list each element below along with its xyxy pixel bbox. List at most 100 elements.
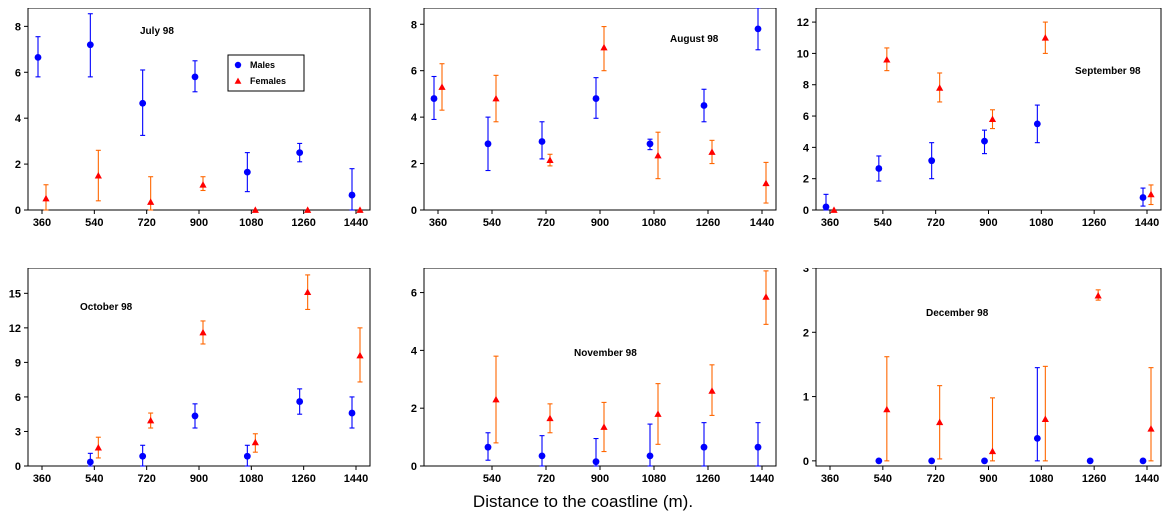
male-marker xyxy=(430,95,438,102)
male-marker xyxy=(875,457,883,465)
x-tick-label: 1260 xyxy=(291,217,315,229)
y-tick-label: 8 xyxy=(15,21,21,33)
male-marker xyxy=(754,25,762,33)
y-tick-label: 15 xyxy=(9,288,21,300)
y-tick-label: 12 xyxy=(9,323,21,335)
male-marker xyxy=(1139,457,1147,465)
female-marker xyxy=(654,410,662,417)
male-marker xyxy=(754,443,762,451)
female-marker xyxy=(1041,34,1049,41)
male-marker xyxy=(875,165,883,172)
male-marker xyxy=(538,452,546,460)
female-marker xyxy=(251,206,259,213)
female-marker xyxy=(830,206,838,213)
x-tick-label: 1440 xyxy=(1135,473,1159,485)
legend-box xyxy=(227,54,305,92)
female-marker xyxy=(988,447,997,455)
y-tick-label: 3 xyxy=(15,426,21,438)
male-marker xyxy=(646,140,654,148)
female-marker xyxy=(492,94,500,102)
female-marker xyxy=(546,156,554,163)
male-marker xyxy=(538,138,546,145)
chart-title: November 98 xyxy=(574,348,637,359)
female-marker xyxy=(304,288,312,296)
male-marker xyxy=(700,443,708,451)
male-marker xyxy=(484,443,492,451)
male-marker xyxy=(981,137,988,145)
x-tick-label: 360 xyxy=(33,217,51,229)
x-tick-label: 1080 xyxy=(642,473,666,485)
male-marker xyxy=(86,41,94,49)
female-marker xyxy=(438,83,446,90)
chart-title: December 98 xyxy=(926,308,989,319)
female-marker xyxy=(1041,415,1049,422)
female-marker xyxy=(356,351,364,359)
chart-panel-october: 0 3 6 9 12 15 360 540 720 900 1080 1260 1440 October … xyxy=(9,268,371,485)
male-marker xyxy=(348,191,356,199)
x-tick-label: 1080 xyxy=(642,217,666,229)
y-tick-label: 8 xyxy=(803,80,809,92)
y-tick-label: 0 xyxy=(411,205,417,217)
y-tick-label: 0 xyxy=(15,461,21,473)
legend-female-marker xyxy=(234,77,242,84)
y-tick-label: 6 xyxy=(411,66,417,78)
x-tick-label: 540 xyxy=(483,217,501,229)
x-axis-title: Distance to the coastline (m). xyxy=(472,492,694,511)
female-marker xyxy=(654,151,662,159)
y-tick-label: 6 xyxy=(15,392,21,404)
male-marker xyxy=(1033,434,1041,442)
x-tick-label: 720 xyxy=(926,217,944,229)
x-tick-label: 1440 xyxy=(750,473,774,485)
chart-panel-december: 0 1 2 3 360 540 720 900 1080 1260 1440 December 98 xyxy=(803,268,1162,485)
male-marker xyxy=(191,412,199,420)
x-tick-label: 900 xyxy=(591,473,609,485)
x-tick-label: 1080 xyxy=(1029,217,1053,229)
x-tick-label: 1440 xyxy=(344,473,368,485)
male-marker xyxy=(348,409,356,417)
y-tick-label: 3 xyxy=(803,268,809,275)
plot-frame xyxy=(815,268,1162,467)
legend-male-marker xyxy=(234,61,242,69)
plot-frame xyxy=(423,8,777,211)
x-tick-label: 1440 xyxy=(1135,217,1159,229)
female-marker xyxy=(936,84,944,91)
x-tick-label: 540 xyxy=(483,473,501,485)
female-marker xyxy=(883,405,891,413)
female-marker xyxy=(936,418,944,426)
female-marker xyxy=(492,395,500,403)
male-marker xyxy=(1033,120,1041,128)
female-marker xyxy=(708,148,716,155)
x-tick-label: 1260 xyxy=(1082,473,1106,485)
x-tick-label: 900 xyxy=(190,217,208,229)
female-marker xyxy=(546,414,554,422)
male-marker xyxy=(1139,194,1147,201)
y-tick-label: 2 xyxy=(15,159,21,171)
male-marker xyxy=(822,203,830,211)
female-marker xyxy=(42,194,50,202)
female-marker xyxy=(356,206,364,213)
female-marker xyxy=(147,198,155,205)
male-marker xyxy=(191,73,199,81)
x-tick-label: 540 xyxy=(85,473,103,485)
plot-frame xyxy=(27,268,371,467)
plot-frame xyxy=(27,8,371,211)
male-marker xyxy=(484,140,492,148)
plot-frame xyxy=(815,8,1162,211)
female-marker xyxy=(600,423,608,430)
male-marker xyxy=(34,53,42,61)
x-tick-label: 900 xyxy=(190,473,208,485)
female-marker xyxy=(251,438,259,446)
female-marker xyxy=(199,181,207,188)
female-marker xyxy=(147,416,155,424)
plot-frame xyxy=(423,268,777,467)
female-marker xyxy=(94,171,102,179)
male-marker xyxy=(928,457,936,465)
female-marker xyxy=(988,115,997,123)
male-marker xyxy=(981,457,988,465)
x-tick-label: 1260 xyxy=(696,217,720,229)
female-marker xyxy=(762,179,770,187)
female-marker xyxy=(883,56,891,63)
male-marker xyxy=(296,149,304,157)
x-tick-label: 720 xyxy=(926,473,944,485)
